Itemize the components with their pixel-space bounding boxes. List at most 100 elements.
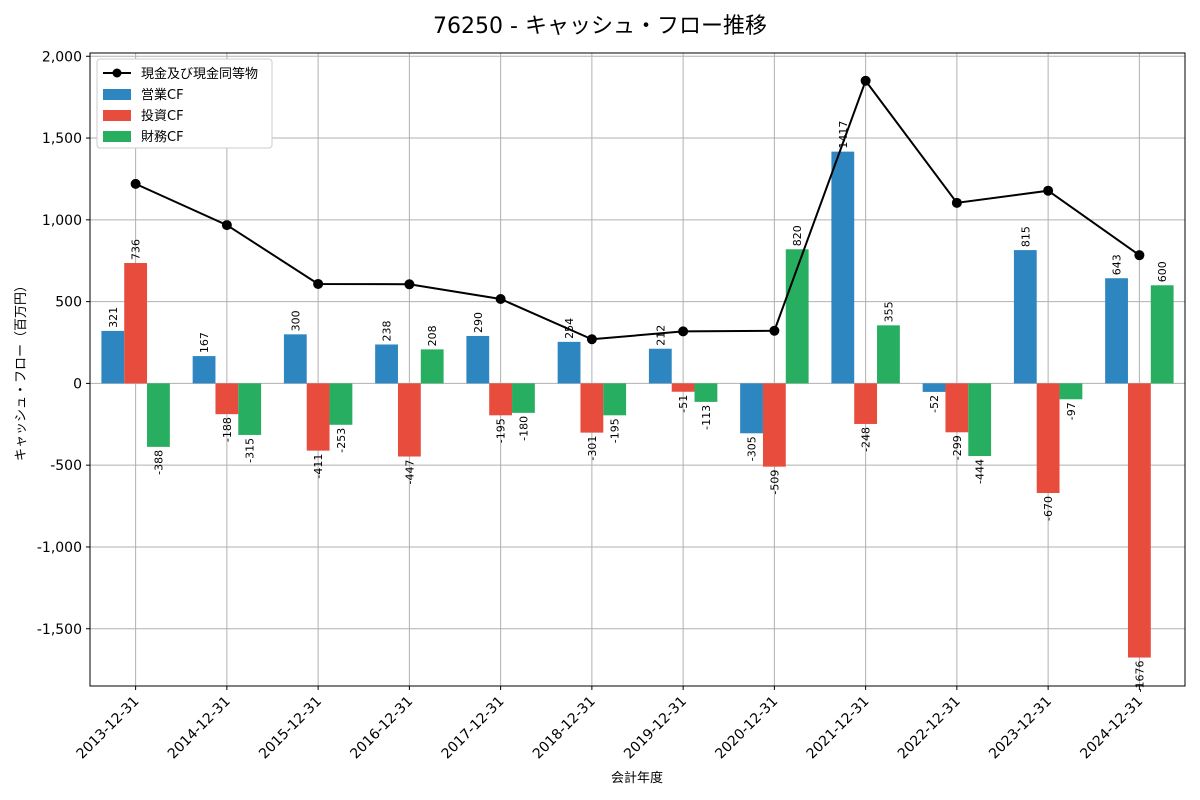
- bar: [854, 383, 878, 424]
- x-axis-label: 会計年度: [611, 770, 663, 786]
- y-tick-label: -1,000: [37, 540, 82, 556]
- legend-bar-swatch: [103, 110, 131, 121]
- bar: [671, 383, 695, 392]
- bar: [283, 334, 307, 384]
- bar-value-label: 208: [426, 325, 439, 346]
- cash-line-point: [404, 279, 415, 290]
- x-tick-label: 2017-12-31: [439, 694, 508, 763]
- bar-value-label: -195: [495, 418, 508, 443]
- bar-value-label: 238: [381, 320, 394, 341]
- legend-entry: 投資CF: [141, 108, 184, 124]
- bar: [1150, 285, 1174, 384]
- y-tick-label: 0: [73, 376, 82, 392]
- bar: [215, 383, 239, 415]
- x-axis-ticks: 2013-12-31 2014-12-31 2015-12-31 2016-12-31…: [74, 686, 1146, 763]
- bar: [329, 383, 353, 425]
- bar-value-label: 815: [1019, 226, 1032, 247]
- y-tick-label: -500: [50, 458, 82, 474]
- data-labels: 321 167 300 238 290 254 212 -305 1417 -52 815 643 73…: [107, 121, 1169, 693]
- cash-line-point: [130, 178, 141, 189]
- bar-value-label: 600: [1156, 261, 1169, 282]
- bar-value-label: 643: [1111, 254, 1124, 275]
- x-tick-label: 2015-12-31: [256, 694, 325, 763]
- cash-line-path: [135, 78, 1140, 341]
- y-axis-label: キャッシュ・フロー（百万円）: [14, 279, 29, 461]
- bar-value-label: -253: [335, 428, 348, 453]
- plot-frame: [89, 52, 1186, 687]
- bar-value-label: -51: [677, 395, 690, 413]
- bar: [512, 383, 535, 413]
- cash-line: [130, 75, 1145, 345]
- y-tick-label: 1,000: [42, 213, 82, 229]
- bar-value-label: -188: [221, 417, 234, 442]
- bar: [740, 383, 763, 434]
- bar-value-label: -509: [768, 470, 781, 495]
- cash-line-point: [951, 197, 962, 208]
- x-tick-label: 2014-12-31: [165, 694, 234, 763]
- bar: [877, 325, 900, 384]
- x-tick-label: 2023-12-31: [986, 694, 1055, 763]
- bar-value-label: -97: [1065, 402, 1078, 420]
- bar-value-label: -180: [517, 416, 530, 441]
- bar-value-label: -305: [746, 436, 759, 461]
- bar-value-label: 1417: [837, 121, 850, 149]
- bar-value-label: -113: [700, 405, 713, 430]
- bar-value-label: -315: [244, 438, 257, 463]
- cash-line-point: [313, 278, 324, 289]
- legend-entry: 現金及び現金同等物: [141, 66, 258, 82]
- cash-line-point: [221, 220, 232, 231]
- bar-value-label: -248: [860, 427, 873, 452]
- legend-bar-swatch: [103, 89, 131, 100]
- x-tick-label: 2013-12-31: [74, 694, 143, 763]
- y-tick-label: 1,500: [42, 131, 82, 147]
- x-tick-label: 2019-12-31: [621, 694, 690, 763]
- y-tick-label: 2,000: [42, 49, 82, 65]
- cash-line-point: [1043, 185, 1054, 196]
- bar-value-label: 820: [791, 225, 804, 246]
- legend-bar-swatch: [103, 131, 131, 142]
- x-tick-label: 2016-12-31: [347, 694, 416, 763]
- bar-value-label: -670: [1042, 496, 1055, 521]
- bar: [466, 335, 490, 384]
- bar-value-label: -444: [974, 459, 987, 484]
- bar: [420, 349, 444, 384]
- cash-line-point: [769, 325, 780, 336]
- bar: [648, 348, 672, 384]
- bar: [1013, 250, 1037, 384]
- bar-value-label: -388: [152, 450, 165, 475]
- bar-value-label: -195: [609, 418, 622, 443]
- bar-value-label: -301: [586, 436, 599, 461]
- bar: [603, 383, 627, 416]
- legend-entry: 財務CF: [141, 130, 184, 145]
- bar: [580, 383, 604, 433]
- bar-value-label: -299: [951, 435, 964, 460]
- bar: [1059, 383, 1083, 400]
- bar-value-label: -447: [403, 460, 416, 485]
- legend-entry: 営業CF: [141, 87, 184, 103]
- bar-value-label: -1676: [1133, 661, 1146, 693]
- bar-value-label: -52: [928, 395, 941, 413]
- bar: [694, 383, 718, 402]
- bar-value-label: 167: [198, 332, 211, 353]
- bar-value-label: 212: [654, 325, 667, 346]
- bar: [124, 263, 148, 384]
- bar: [397, 383, 421, 457]
- bar: [238, 383, 262, 435]
- y-axis-ticks: 2,000 1,500 1,000 500 0 -500 -1,000 -1,500: [37, 49, 90, 638]
- bar: [101, 330, 125, 384]
- bar-value-label: 321: [107, 307, 120, 328]
- x-tick-label: 2024-12-31: [1077, 694, 1146, 763]
- legend-marker: [112, 68, 122, 78]
- bar: [922, 383, 946, 392]
- bar-value-label: 290: [472, 312, 485, 333]
- bar-value-label: 254: [563, 318, 576, 339]
- grid-lines: [90, 53, 1185, 686]
- bar: [1105, 278, 1128, 384]
- bar: [1036, 383, 1060, 493]
- bar: [147, 383, 170, 447]
- x-tick-label: 2021-12-31: [804, 694, 873, 763]
- bar: [1127, 383, 1151, 658]
- bar: [945, 383, 969, 433]
